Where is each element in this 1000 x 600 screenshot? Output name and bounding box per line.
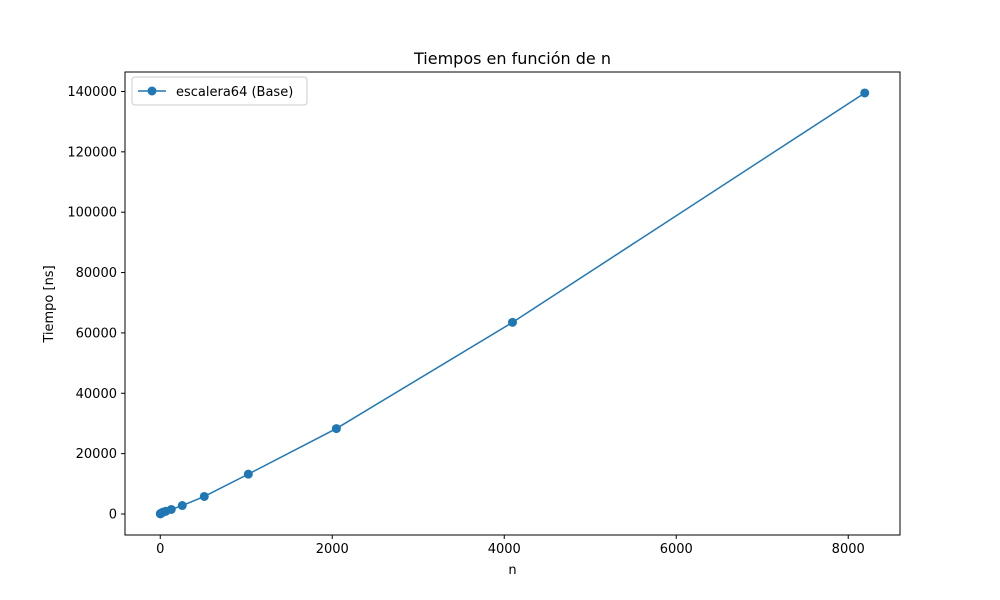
legend-entry-label: escalera64 (Base) xyxy=(176,85,293,100)
data-point xyxy=(243,469,253,479)
data-point xyxy=(331,424,341,434)
y-tick-label: 20000 xyxy=(76,447,117,462)
y-axis-label: Tiempo [ns] xyxy=(42,265,57,343)
y-tick-label: 0 xyxy=(109,507,117,522)
data-point xyxy=(166,504,176,514)
x-tick-label: 4000 xyxy=(488,542,521,557)
x-axis-ticks: 0 2000 4000 6000 8000 xyxy=(156,535,865,557)
axes-frame xyxy=(124,71,901,536)
legend-marker-swatch xyxy=(147,86,157,96)
chart-title: Tiempos en función de n xyxy=(413,49,611,68)
y-tick-label: 60000 xyxy=(76,326,117,341)
y-tick-label: 40000 xyxy=(76,387,117,402)
y-axis-ticks: 0 20000 40000 60000 80000 100000 120000 140000 xyxy=(67,85,125,522)
x-tick-label: 8000 xyxy=(832,542,865,557)
x-tick-label: 0 xyxy=(156,542,164,557)
x-axis-label: n xyxy=(508,563,516,578)
y-tick-label: 80000 xyxy=(76,266,117,281)
series-layer xyxy=(155,88,870,519)
data-point xyxy=(177,501,187,511)
data-point xyxy=(860,88,870,98)
plot-area: 0 2000 4000 6000 8000 0 20000 40000 60000 80000 1… xyxy=(67,71,901,557)
x-tick-label: 2000 xyxy=(316,542,349,557)
x-tick-label: 6000 xyxy=(660,542,693,557)
y-tick-label: 140000 xyxy=(67,85,117,100)
data-point xyxy=(508,317,517,327)
data-point xyxy=(199,491,209,501)
y-tick-label: 100000 xyxy=(67,206,117,221)
legend-frame xyxy=(131,76,308,106)
legend: escalera64 (Base) xyxy=(131,76,308,106)
y-tick-label: 120000 xyxy=(67,145,117,160)
